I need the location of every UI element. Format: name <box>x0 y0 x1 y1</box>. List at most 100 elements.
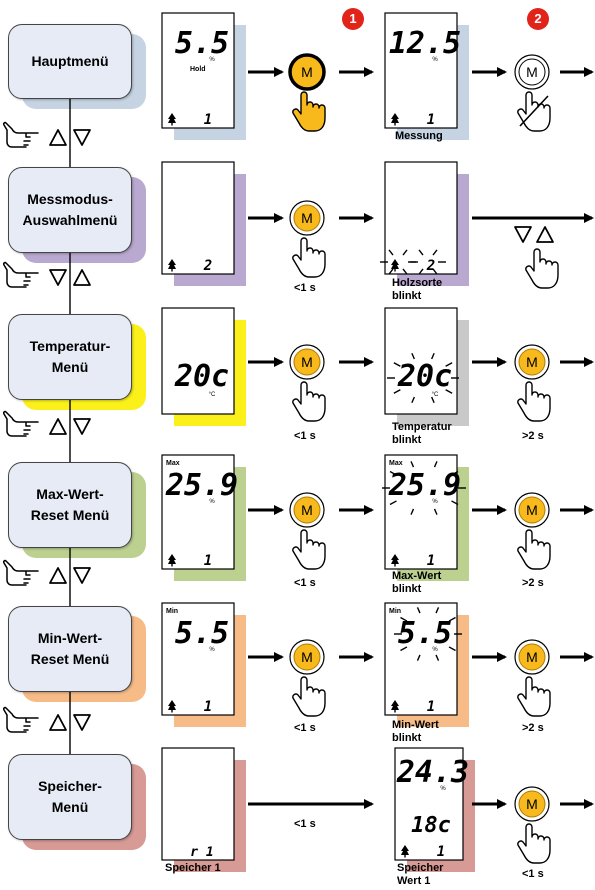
lcd-main-value: 5.5 <box>175 616 229 651</box>
hand-pointer-icon <box>2 261 39 288</box>
caption-speicher1: Speicher 1 <box>165 862 221 874</box>
up-triangle-icon <box>49 418 67 435</box>
button-label: M <box>301 354 313 370</box>
ray <box>432 268 438 275</box>
hand-press-icon <box>517 823 551 864</box>
button-label: M <box>526 502 538 518</box>
caption-time: >2 s <box>522 722 544 734</box>
button-label: M <box>526 64 538 80</box>
ray <box>410 461 415 468</box>
menu-label: Max-Wert- <box>36 486 104 502</box>
ray <box>431 396 435 404</box>
caption-temperatur: Temperatur blinkt <box>392 421 452 446</box>
menu-label: Reset Menü <box>30 507 110 523</box>
ray <box>433 508 438 515</box>
nav-group <box>2 261 39 288</box>
caption-time: <1 s <box>294 722 316 734</box>
lcd-display <box>384 307 458 415</box>
button-inner <box>293 496 321 524</box>
blink-rays <box>380 249 416 275</box>
lcd-display <box>161 747 235 861</box>
ray <box>433 461 438 468</box>
ray <box>388 268 394 275</box>
menu-label: Menü <box>51 799 89 815</box>
lcd-display <box>394 747 464 861</box>
menu-box-hauptmenue[interactable]: Hauptmenü <box>8 24 132 99</box>
lcd-panel: Hold 5.5% 1 <box>161 12 246 140</box>
lcd-tag: Max <box>389 460 403 467</box>
strike-line <box>519 95 549 127</box>
lcd-display <box>161 307 235 415</box>
menu-box-minwert[interactable]: Min-Wert- Reset Menü <box>8 606 132 692</box>
lcd-display <box>161 602 235 716</box>
menu-label: Temperatur- <box>29 338 111 354</box>
down-triangle-icon <box>73 714 91 731</box>
lcd-unit: °C <box>432 392 439 398</box>
lcd-tag: Max <box>166 460 180 467</box>
hand-pointer-icon <box>2 121 39 148</box>
lcd-display <box>161 12 235 129</box>
mode-button: M <box>514 639 550 675</box>
caption-holzsorte: Holzsorte blinkt <box>392 277 443 302</box>
lcd-footer: 1 <box>204 112 212 128</box>
lcd-unit: % <box>209 647 215 653</box>
button-label: M <box>301 502 313 518</box>
ray <box>411 396 415 404</box>
lcd-footer: 1 <box>427 699 435 715</box>
hand-pointer-icon <box>2 559 39 586</box>
caption-minwert: Min-Wert blinkt <box>392 719 439 744</box>
lcd-main-value: 20c <box>397 359 452 394</box>
up-triangle-icon <box>49 567 67 584</box>
lcd-unit: % <box>432 647 438 653</box>
lcd-tag: Hold <box>190 66 206 73</box>
ray <box>388 249 394 256</box>
blink-rays <box>382 461 466 515</box>
lcd-footer: 1 <box>204 553 212 569</box>
menu-box-temperatur[interactable]: Temperatur- Menü <box>8 314 132 400</box>
lcd-panel: 24.3% 18c 1 <box>394 747 475 872</box>
ray <box>416 607 421 614</box>
down-triangle-icon <box>73 567 91 584</box>
ray <box>393 389 401 394</box>
mode-button: M <box>289 492 325 528</box>
mode-button: M <box>289 200 325 236</box>
hand-press-icon <box>292 91 326 132</box>
menu-box-speicher[interactable]: Speicher- Menü <box>8 754 132 840</box>
lcd-main-value: 5.5 <box>175 26 229 61</box>
lcd-display <box>161 454 235 570</box>
button-label: M <box>301 649 313 665</box>
lcd-main-value: 12.5 <box>389 26 461 61</box>
lcd-display <box>384 602 458 716</box>
ray <box>448 646 456 652</box>
lcd-panel: 2 <box>161 161 246 286</box>
down-triangle-icon <box>73 418 91 435</box>
ray <box>418 249 424 256</box>
ray <box>445 389 453 394</box>
lcd-unit: % <box>209 499 215 505</box>
ray <box>402 268 408 275</box>
nav-group <box>2 121 39 148</box>
hand-press-icon <box>517 529 551 570</box>
nav-group <box>2 559 39 586</box>
button-inner <box>518 348 546 376</box>
lcd-display <box>384 454 458 570</box>
ray <box>416 654 421 661</box>
mode-button-active: M <box>288 53 326 91</box>
blink-rays <box>394 607 462 661</box>
down-triangle-icon <box>73 129 91 146</box>
lcd-unit: °C <box>209 392 216 398</box>
ray <box>389 470 397 476</box>
menu-box-maxwert[interactable]: Max-Wert- Reset Menü <box>8 462 132 548</box>
ray <box>431 352 435 360</box>
menu-box-messmodus[interactable]: Messmodus- Auswahlmenü <box>8 167 132 253</box>
lcd-panel: 20c°C <box>384 307 469 426</box>
caption-time: >2 s <box>522 430 544 442</box>
button-inner <box>518 790 546 818</box>
hand-press-icon <box>292 676 326 717</box>
lcd-tag: Min <box>166 608 178 615</box>
nav-group <box>2 706 39 733</box>
menu-label: Hauptmenü <box>31 53 109 69</box>
button-label: M <box>526 354 538 370</box>
button-inner <box>518 496 546 524</box>
